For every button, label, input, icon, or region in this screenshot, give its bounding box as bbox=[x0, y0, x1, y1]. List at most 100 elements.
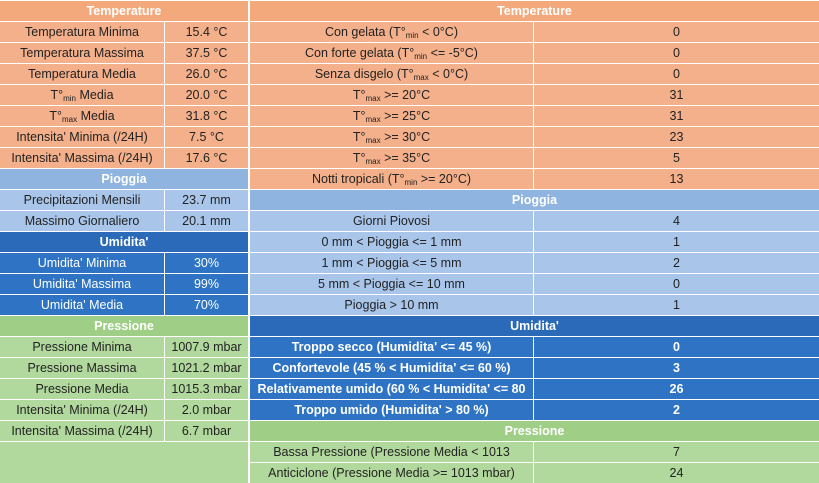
table-row: T°min Media 20.0 °C bbox=[0, 85, 248, 105]
row-label: Pressione Media bbox=[0, 379, 165, 399]
table-row: T°max >= 25°C 31 bbox=[250, 106, 819, 126]
table-row: 1 mm < Pioggia <= 5 mm 2 bbox=[250, 253, 819, 273]
row-value: 20.1 mm bbox=[165, 211, 248, 231]
section-title: Umidita' bbox=[250, 316, 819, 336]
table-row: Intensita' Massima (/24H) 17.6 °C bbox=[0, 148, 248, 168]
row-label: T°max >= 25°C bbox=[250, 106, 534, 126]
row-label: Massimo Giornaliero bbox=[0, 211, 165, 231]
row-label: Troppo secco (Humidita' <= 45 %) bbox=[250, 337, 534, 357]
section-title: Umidita' bbox=[0, 232, 248, 252]
table-row: Umidita' Minima 30% bbox=[0, 253, 248, 273]
row-label: Intensita' Minima (/24H) bbox=[0, 400, 165, 420]
row-label: Precipitazioni Mensili bbox=[0, 190, 165, 210]
row-label: Pressione Minima bbox=[0, 337, 165, 357]
row-label: Bassa Pressione (Pressione Media < 1013 bbox=[250, 442, 534, 462]
row-value: 31.8 °C bbox=[165, 106, 248, 126]
left-summary-panel: Temperature Temperatura Minima 15.4 °C T… bbox=[0, 0, 248, 483]
section-title: Temperature bbox=[0, 1, 248, 21]
section-title: Pioggia bbox=[250, 190, 819, 210]
table-row: Intensita' Minima (/24H) 2.0 mbar bbox=[0, 400, 248, 420]
row-label: T°min Media bbox=[0, 85, 165, 105]
table-row: T°max >= 30°C 23 bbox=[250, 127, 819, 147]
table-row: Temperatura Massima 37.5 °C bbox=[0, 43, 248, 63]
table-row: 5 mm < Pioggia <= 10 mm 0 bbox=[250, 274, 819, 294]
row-value: 99% bbox=[165, 274, 248, 294]
table-row: T°max Media 31.8 °C bbox=[0, 106, 248, 126]
row-label: Anticiclone (Pressione Media >= 1013 mba… bbox=[250, 463, 534, 483]
row-value: 24 bbox=[534, 463, 819, 483]
row-value: 30% bbox=[165, 253, 248, 273]
table-row: Massimo Giornaliero 20.1 mm bbox=[0, 211, 248, 231]
table-row: Con forte gelata (T°min <= -5°C) 0 bbox=[250, 43, 819, 63]
section-title: Pressione bbox=[0, 316, 248, 336]
table-row: Precipitazioni Mensili 23.7 mm bbox=[0, 190, 248, 210]
row-value: 0 bbox=[534, 43, 819, 63]
row-value: 23 bbox=[534, 127, 819, 147]
row-value: 3 bbox=[534, 358, 819, 378]
row-value: 23.7 mm bbox=[165, 190, 248, 210]
row-label: Confortevole (45 % < Humidita' <= 60 %) bbox=[250, 358, 534, 378]
row-value: 6.7 mbar bbox=[165, 421, 248, 441]
section-title: Pressione bbox=[250, 421, 819, 441]
table-row: Pioggia > 10 mm 1 bbox=[250, 295, 819, 315]
row-value: 26 bbox=[534, 379, 819, 399]
row-value: 7.5 °C bbox=[165, 127, 248, 147]
row-label: Umidita' Minima bbox=[0, 253, 165, 273]
row-value: 2 bbox=[534, 400, 819, 420]
row-label: Relativamente umido (60 % < Humidita' <=… bbox=[250, 379, 534, 399]
row-value: 5 bbox=[534, 148, 819, 168]
right-pioggia-header: Pioggia bbox=[250, 190, 819, 210]
row-value: 31 bbox=[534, 106, 819, 126]
table-row: Temperatura Media 26.0 °C bbox=[0, 64, 248, 84]
row-value: 2 bbox=[534, 253, 819, 273]
row-label: Intensita' Massima (/24H) bbox=[0, 148, 165, 168]
row-value: 31 bbox=[534, 85, 819, 105]
table-row: Bassa Pressione (Pressione Media < 1013 … bbox=[250, 442, 819, 462]
row-label: Intensita' Minima (/24H) bbox=[0, 127, 165, 147]
row-value: 1 bbox=[534, 295, 819, 315]
table-row: Relativamente umido (60 % < Humidita' <=… bbox=[250, 379, 819, 399]
row-value: 2.0 mbar bbox=[165, 400, 248, 420]
row-label: Senza disgelo (T°max < 0°C) bbox=[250, 64, 534, 84]
table-row: Giorni Piovosi 4 bbox=[250, 211, 819, 231]
row-value: 0 bbox=[534, 274, 819, 294]
row-label: Intensita' Massima (/24H) bbox=[0, 421, 165, 441]
row-value: 0 bbox=[534, 22, 819, 42]
row-label: Temperatura Massima bbox=[0, 43, 165, 63]
row-value: 1015.3 mbar bbox=[165, 379, 248, 399]
left-pioggia-header: Pioggia bbox=[0, 169, 248, 189]
row-value: 37.5 °C bbox=[165, 43, 248, 63]
row-value: 0 bbox=[534, 337, 819, 357]
table-row: Confortevole (45 % < Humidita' <= 60 %) … bbox=[250, 358, 819, 378]
row-value: 1 bbox=[534, 232, 819, 252]
row-value: 70% bbox=[165, 295, 248, 315]
row-label: Umidita' Media bbox=[0, 295, 165, 315]
left-temperature-header: Temperature bbox=[0, 1, 248, 21]
row-label: Temperatura Media bbox=[0, 64, 165, 84]
table-row: Anticiclone (Pressione Media >= 1013 mba… bbox=[250, 463, 819, 483]
table-row: Pressione Media 1015.3 mbar bbox=[0, 379, 248, 399]
table-row: Pressione Massima 1021.2 mbar bbox=[0, 358, 248, 378]
row-value: 17.6 °C bbox=[165, 148, 248, 168]
left-pressione-header: Pressione bbox=[0, 316, 248, 336]
right-temperature-header: Temperature bbox=[250, 1, 819, 21]
right-umidita-header: Umidita' bbox=[250, 316, 819, 336]
table-row: T°max >= 35°C 5 bbox=[250, 148, 819, 168]
table-row: Intensita' Massima (/24H) 6.7 mbar bbox=[0, 421, 248, 441]
table-row: Umidita' Massima 99% bbox=[0, 274, 248, 294]
section-title: Temperature bbox=[250, 1, 819, 21]
table-row: Troppo umido (Humidita' > 80 %) 2 bbox=[250, 400, 819, 420]
row-label: Con gelata (T°min < 0°C) bbox=[250, 22, 534, 42]
left-umidita-header: Umidita' bbox=[0, 232, 248, 252]
table-row: T°max >= 20°C 31 bbox=[250, 85, 819, 105]
row-label: Temperatura Minima bbox=[0, 22, 165, 42]
row-label: Troppo umido (Humidita' > 80 %) bbox=[250, 400, 534, 420]
row-label: Con forte gelata (T°min <= -5°C) bbox=[250, 43, 534, 63]
table-row: Temperatura Minima 15.4 °C bbox=[0, 22, 248, 42]
row-value: 7 bbox=[534, 442, 819, 462]
row-value: 13 bbox=[534, 169, 819, 189]
row-value: 4 bbox=[534, 211, 819, 231]
row-label: Notti tropicali (T°min >= 20°C) bbox=[250, 169, 534, 189]
row-label: 0 mm < Pioggia <= 1 mm bbox=[250, 232, 534, 252]
row-label: Umidita' Massima bbox=[0, 274, 165, 294]
